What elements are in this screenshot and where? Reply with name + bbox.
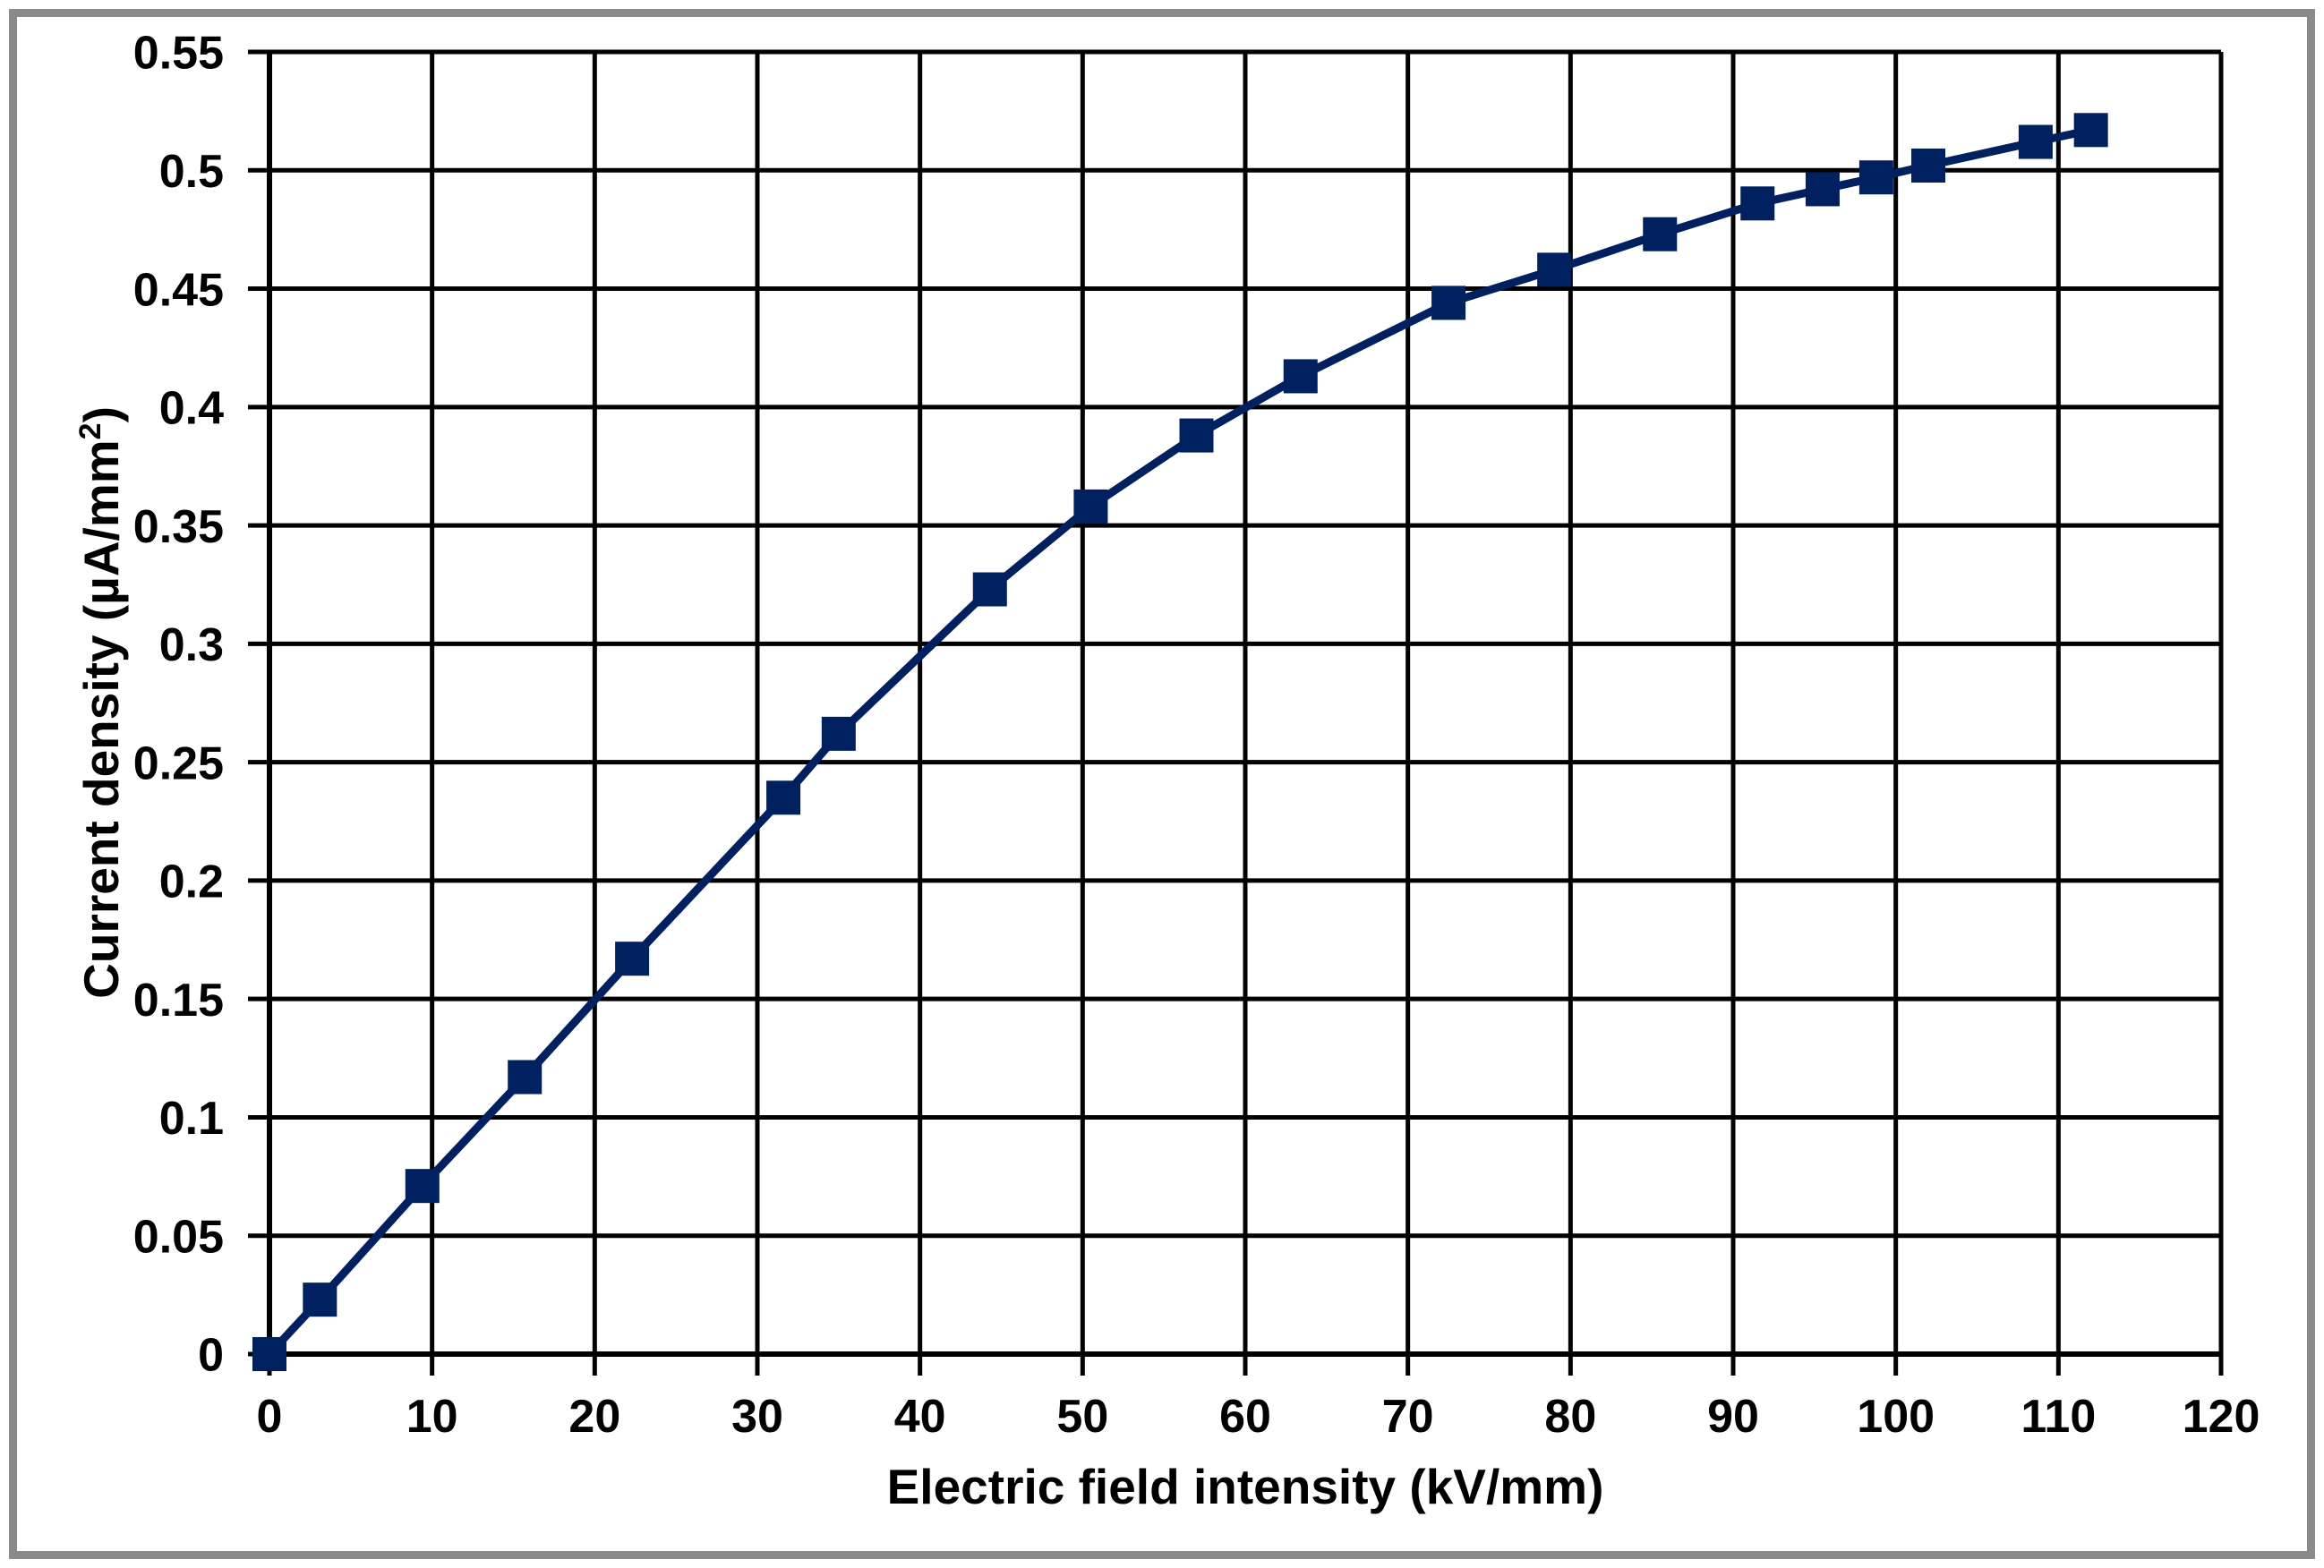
data-point-marker: [1431, 285, 1466, 320]
chart-border: [9, 9, 2315, 1559]
gridlines: [267, 49, 2224, 1357]
y-tick-label: 0.45: [133, 264, 224, 316]
y-tick-label: 0.35: [133, 501, 224, 553]
axes: [267, 52, 2221, 1357]
data-point-marker: [405, 1169, 440, 1204]
x-tick-label: 20: [568, 1391, 620, 1443]
data-series: [252, 113, 2108, 1371]
y-axis-title-superscript: 2: [73, 422, 107, 439]
data-point-marker: [1805, 172, 1840, 207]
y-axis-title-close: ): [73, 406, 129, 422]
x-tick-label: 90: [1707, 1391, 1759, 1443]
x-tick-label: 50: [1056, 1391, 1108, 1443]
x-tick-label: 80: [1544, 1391, 1596, 1443]
data-point-marker: [1858, 160, 1893, 195]
x-tick-label: 120: [2183, 1391, 2260, 1443]
y-tick-label: 0.5: [159, 146, 224, 198]
data-point-marker: [1073, 489, 1108, 524]
data-point-marker: [972, 572, 1007, 607]
y-axis-title: Current density (µA/mm2): [73, 406, 129, 999]
series-line: [265, 125, 2096, 1359]
x-axis-title: Electric field intensity (kV/mm): [887, 1459, 1604, 1514]
y-tick-label: 0.4: [159, 383, 224, 435]
data-point-marker: [615, 942, 650, 976]
data-point-marker: [2073, 113, 2108, 148]
y-tick-label: 0.05: [133, 1211, 224, 1263]
x-tick-labels: 0 10 20 30 40 50 60 70 80 90 100 110 120: [257, 1391, 2260, 1443]
data-point-marker: [766, 780, 801, 815]
y-tick-labels: 0 0.05 0.1 0.15 0.2 0.25 0.3 0.35 0.4 0.45 0.5 0.55: [133, 28, 224, 1382]
data-point-marker: [508, 1060, 543, 1095]
x-tick-label: 40: [894, 1391, 946, 1443]
data-point-marker: [1283, 359, 1318, 394]
data-point-marker: [2018, 124, 2053, 159]
data-point-marker: [1179, 418, 1214, 453]
x-tick-label: 30: [731, 1391, 783, 1443]
data-point-marker: [1740, 186, 1775, 221]
y-tick-label: 0.1: [159, 1093, 224, 1145]
data-point-marker: [1537, 252, 1572, 287]
y-tick-label: 0.3: [159, 619, 224, 671]
y-tick-label: 0.25: [133, 737, 224, 789]
data-point-marker: [1643, 217, 1678, 251]
x-tick-label: 110: [2021, 1391, 2096, 1443]
y-tick-label: 0: [198, 1330, 224, 1382]
y-tick-label: 0.2: [159, 856, 224, 908]
data-point-marker: [1911, 148, 1945, 183]
data-point-marker: [252, 1337, 286, 1371]
x-tick-label: 100: [1857, 1391, 1935, 1443]
data-point-marker: [303, 1283, 337, 1317]
tick-marks: [248, 49, 2224, 1376]
data-point-marker: [821, 716, 856, 751]
x-tick-label: 60: [1219, 1391, 1271, 1443]
y-axis-title-main: Current density (µA/mm: [73, 439, 129, 999]
x-tick-label: 70: [1382, 1391, 1434, 1443]
y-tick-label: 0.15: [133, 975, 224, 1027]
x-tick-label: 0: [257, 1391, 283, 1443]
x-tick-label: 10: [406, 1391, 458, 1443]
y-tick-label: 0.55: [133, 28, 224, 80]
